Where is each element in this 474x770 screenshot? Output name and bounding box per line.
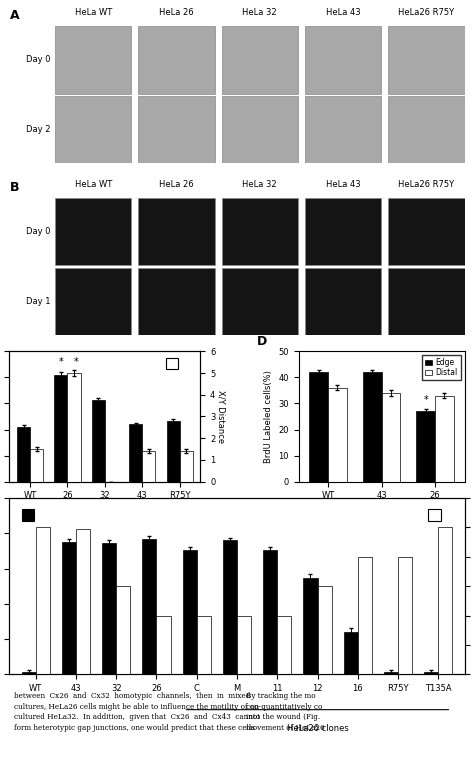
Text: *: * (423, 395, 428, 405)
Bar (416, 411, 435, 481)
Bar (76, 529, 90, 675)
Bar (318, 586, 332, 675)
Text: HeLa 32: HeLa 32 (242, 179, 277, 189)
Bar (55, 95, 131, 163)
Bar (102, 543, 116, 675)
Text: Day 1: Day 1 (26, 296, 50, 306)
Bar (55, 268, 131, 335)
Y-axis label: BrdU Labeled cells(%): BrdU Labeled cells(%) (264, 370, 273, 463)
Bar (358, 557, 372, 675)
Bar (328, 388, 346, 481)
Legend:  (166, 357, 189, 371)
Text: HeLa 43: HeLa 43 (326, 8, 360, 17)
Text: HeLa 26: HeLa 26 (159, 8, 194, 17)
Bar (382, 393, 400, 481)
Bar (388, 95, 465, 163)
Bar (344, 632, 358, 675)
Bar (305, 26, 381, 93)
Bar (424, 671, 438, 675)
Y-axis label: X/Y Distance: X/Y Distance (216, 390, 225, 443)
Text: HeLa 32: HeLa 32 (242, 8, 277, 17)
Bar (167, 420, 180, 481)
Bar (21, 671, 36, 675)
Bar (138, 198, 215, 266)
Bar (221, 198, 298, 266)
Bar (55, 198, 131, 266)
Bar (277, 616, 292, 675)
Text: B: B (9, 181, 19, 194)
Text: By tracking the mo
can quantitatively co
into the wound (Fig.
movement of HeLa26: By tracking the mo can quantitatively co… (246, 692, 325, 732)
Text: HeLa26 R75Y: HeLa26 R75Y (398, 179, 455, 189)
Bar (221, 26, 298, 93)
Text: HeLa 43: HeLa 43 (326, 179, 360, 189)
Bar (197, 616, 211, 675)
Bar (223, 541, 237, 675)
Bar (305, 198, 381, 266)
Bar (138, 268, 215, 335)
Bar (116, 586, 130, 675)
Bar (221, 95, 298, 163)
Bar (55, 375, 67, 481)
Bar (305, 95, 381, 163)
Bar (67, 373, 81, 481)
Text: HeLa26 R75Y: HeLa26 R75Y (398, 8, 455, 17)
Text: HeLa WT: HeLa WT (74, 179, 112, 189)
Bar (142, 451, 155, 481)
Legend:  (423, 504, 457, 528)
Legend: Edge, Distal: Edge, Distal (422, 355, 461, 380)
Bar (237, 616, 251, 675)
Text: HeLa 26: HeLa 26 (159, 179, 194, 189)
Bar (156, 616, 171, 675)
Text: between  Cx26  and  Cx32  homotypic  channels,  then  in  mixed
cultures, HeLa26: between Cx26 and Cx32 homotypic channels… (14, 692, 261, 732)
Bar (36, 527, 50, 675)
Bar (138, 95, 215, 163)
Bar (221, 268, 298, 335)
Bar (435, 396, 454, 481)
Text: Day 2: Day 2 (26, 125, 50, 134)
Text: HeLa WT: HeLa WT (74, 8, 112, 17)
Bar (30, 449, 43, 481)
Text: *: * (59, 357, 64, 367)
Bar (363, 372, 382, 481)
Bar (263, 551, 277, 675)
Legend:  (17, 504, 51, 528)
Bar (17, 427, 30, 481)
Bar (55, 26, 131, 93)
Bar (138, 26, 215, 93)
Bar (309, 372, 328, 481)
Text: HeLa26 clones: HeLa26 clones (287, 724, 348, 733)
Text: Day 0: Day 0 (26, 227, 50, 236)
Bar (182, 551, 197, 675)
Bar (92, 400, 105, 481)
Bar (303, 578, 318, 675)
Text: A: A (9, 9, 19, 22)
Bar (305, 268, 381, 335)
Bar (438, 527, 453, 675)
Bar (388, 26, 465, 93)
Bar (142, 539, 156, 675)
Bar (388, 198, 465, 266)
Bar (388, 268, 465, 335)
Bar (398, 557, 412, 675)
Bar (62, 542, 76, 675)
Bar (384, 671, 398, 675)
Text: Day 0: Day 0 (26, 55, 50, 65)
Text: *: * (73, 357, 78, 367)
Bar (129, 424, 142, 481)
Text: D: D (257, 334, 267, 347)
Bar (180, 451, 193, 481)
